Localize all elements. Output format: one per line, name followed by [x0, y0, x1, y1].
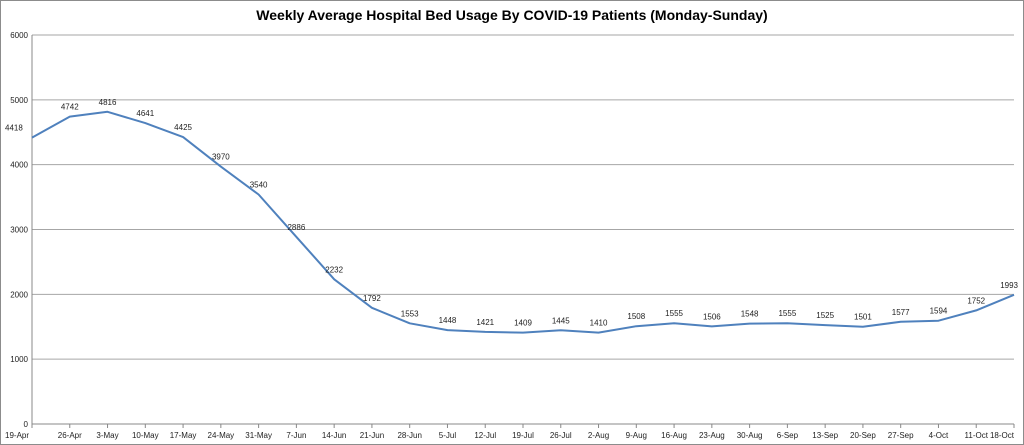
data-label: 2886 [287, 223, 305, 232]
data-label: 4641 [136, 109, 154, 118]
series-line [31, 110, 1015, 334]
x-tick-label: 30-Aug [737, 431, 763, 440]
y-tick-label: 4000 [10, 161, 28, 170]
y-tick-label: 2000 [10, 290, 28, 299]
axes: 0 1000 2000 3000 4000 5000 6000 19-Apr 26-Apr 3-M… [5, 31, 1015, 440]
data-label: 4425 [174, 123, 192, 132]
x-tick-label: 4-Oct [929, 431, 949, 440]
x-tick-label: 9-Aug [626, 431, 647, 440]
data-label: 1548 [741, 310, 759, 319]
x-tick-label: 11-Oct [965, 431, 989, 440]
x-tick-label: 10-May [132, 431, 159, 440]
data-label: 1448 [439, 316, 457, 325]
x-tick-label: 13-Sep [812, 431, 838, 440]
y-tick-label: 5000 [10, 96, 28, 105]
data-label: 2232 [325, 265, 343, 274]
x-tick-label: 20-Sep [850, 431, 876, 440]
x-tick-label: 26-Apr [58, 431, 82, 440]
data-label: 1555 [778, 309, 796, 318]
data-label: 1501 [854, 313, 872, 322]
series-line-group [31, 110, 1015, 334]
data-label: 4816 [99, 98, 117, 107]
x-tick-label: 18-Oct [990, 431, 1015, 440]
data-label: 1792 [363, 294, 381, 303]
y-tick-label: 0 [24, 420, 29, 429]
data-label: 1594 [930, 307, 948, 316]
y-tick-label: 3000 [10, 226, 28, 235]
x-tick-label: 5-Jul [439, 431, 457, 440]
data-label: 1506 [703, 312, 721, 321]
x-tick-label: 28-Jun [397, 431, 421, 440]
data-label: 1577 [892, 308, 910, 317]
x-tick-label: 3-May [96, 431, 118, 440]
data-label: 1445 [552, 316, 570, 325]
data-label: 1409 [514, 319, 532, 328]
x-tick-label: 31-May [245, 431, 272, 440]
x-tick-label: 16-Aug [661, 431, 687, 440]
data-label: 1993 [1000, 281, 1018, 290]
x-tick-label: 19-Jul [512, 431, 534, 440]
data-label: 1525 [816, 311, 834, 320]
data-label: 1410 [590, 319, 608, 328]
x-tick-label: 17-May [170, 431, 197, 440]
x-tick-label: 21-Jun [360, 431, 384, 440]
x-tick-label: 12-Jul [474, 431, 496, 440]
data-label: 1752 [967, 296, 985, 305]
data-labels: 4418 4742 4816 4641 4425 3970 3540 2886 2232 1792… [5, 98, 1019, 328]
gridlines [32, 34, 1014, 360]
chart-title: Weekly Average Hospital Bed Usage By COV… [256, 7, 768, 23]
y-tick-label: 6000 [10, 31, 28, 40]
x-tick-label: 27-Sep [888, 431, 914, 440]
data-label: 1555 [665, 309, 683, 318]
data-label: 3540 [250, 180, 268, 189]
x-tick-label: 6-Sep [777, 431, 799, 440]
data-label: 1421 [476, 318, 494, 327]
data-label: 1553 [401, 309, 419, 318]
x-tick-label: 2-Aug [588, 431, 609, 440]
x-tick-label: 7-Jun [286, 431, 306, 440]
x-tick-label: 23-Aug [699, 431, 725, 440]
x-tick-label: 24-May [208, 431, 235, 440]
data-label: 4418 [5, 124, 23, 133]
data-label: 1508 [627, 312, 645, 321]
x-tick-label: 26-Jul [550, 431, 572, 440]
y-tick-label: 1000 [10, 355, 28, 364]
x-tick-label: 14-Jun [322, 431, 346, 440]
x-tick-label: 19-Apr [5, 431, 29, 440]
data-label: 3970 [212, 153, 230, 162]
data-label: 4742 [61, 103, 79, 112]
